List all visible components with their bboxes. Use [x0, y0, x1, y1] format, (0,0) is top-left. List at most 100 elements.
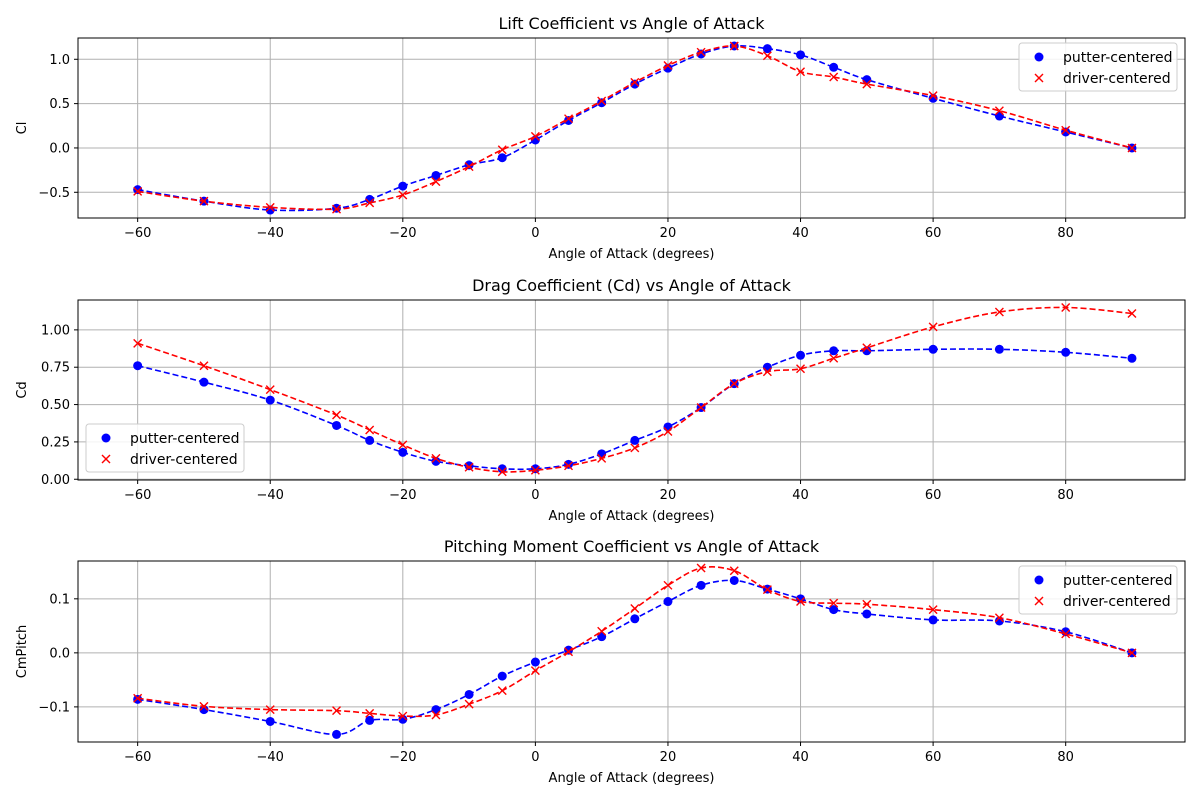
data-point: [398, 181, 408, 191]
chart-title: Pitching Moment Coefficient vs Angle of …: [444, 537, 820, 556]
data-point: [497, 145, 507, 155]
data-point: [663, 597, 673, 607]
chart-panel-3: −60 −40 −20 0 20 40 60 80 −0.1 0.0 0.1 Pitching Mom…: [15, 537, 1186, 786]
data-point: [497, 153, 507, 163]
data-point: [696, 563, 706, 573]
series-driver-centered: [133, 302, 1137, 477]
y-tick-label: 0.00: [41, 473, 70, 488]
data-point: [597, 626, 607, 636]
legend-label: driver-centered: [1063, 594, 1171, 610]
data-point: [729, 41, 739, 51]
data-point: [564, 647, 574, 657]
x-tick-label: 80: [1057, 750, 1074, 765]
legend-label: driver-centered: [130, 452, 238, 468]
data-point: [1127, 648, 1137, 658]
legend-marker: [1034, 575, 1044, 585]
x-tick-label: 40: [792, 488, 809, 503]
data-point: [729, 566, 739, 576]
data-point: [497, 464, 507, 474]
data-point: [862, 609, 872, 619]
data-point: [365, 715, 375, 725]
legend-marker: [101, 454, 111, 464]
legend: putter-centered driver-centered: [1018, 42, 1178, 92]
series-putter-centered: [133, 344, 1137, 474]
data-point: [928, 615, 938, 625]
y-axis-label: Cl: [15, 122, 30, 135]
x-tick-label: −60: [124, 488, 151, 503]
chart-title: Drag Coefficient (Cd) vs Angle of Attack: [472, 276, 792, 295]
data-point: [133, 361, 143, 371]
data-point: [1127, 353, 1137, 363]
y-tick-label: 1.0: [49, 53, 70, 68]
data-point: [365, 708, 375, 718]
data-point: [464, 461, 474, 471]
data-point: [762, 51, 772, 61]
data-point: [862, 599, 872, 609]
y-tick-label: 0.50: [41, 398, 70, 413]
data-point: [630, 79, 640, 89]
data-point: [564, 114, 574, 124]
x-tick-label: 20: [660, 226, 677, 241]
data-point: [796, 364, 806, 374]
chart-title: Lift Coefficient vs Angle of Attack: [498, 14, 765, 33]
data-point: [696, 47, 706, 57]
x-tick-label: 40: [792, 226, 809, 241]
data-point: [199, 361, 209, 371]
x-tick-label: −40: [257, 750, 284, 765]
data-point: [332, 410, 342, 420]
data-point: [133, 185, 143, 195]
series-line-driver-centered: [137, 45, 1133, 211]
data-point: [133, 694, 143, 704]
data-point: [630, 77, 640, 87]
data-point: [862, 343, 872, 353]
data-point: [464, 689, 474, 699]
data-point: [862, 79, 872, 89]
data-point: [464, 162, 474, 172]
data-point: [829, 72, 839, 82]
data-point: [332, 420, 342, 430]
y-axis-label: Cd: [15, 381, 30, 398]
data-point: [431, 710, 441, 720]
data-point: [829, 62, 839, 72]
data-point: [265, 202, 275, 212]
data-point: [530, 131, 540, 141]
x-tick-label: 60: [925, 750, 942, 765]
data-point: [696, 403, 706, 413]
data-point: [332, 706, 342, 716]
series-driver-centered: [133, 41, 1137, 214]
x-tick-label: 60: [925, 488, 942, 503]
data-point: [199, 701, 209, 711]
legend-box: [1018, 42, 1178, 92]
series-line-putter-centered: [137, 579, 1133, 736]
data-point: [497, 686, 507, 696]
data-point: [696, 49, 706, 59]
x-axis-label: Angle of Attack (degrees): [549, 247, 715, 262]
y-tick-label: 0.5: [49, 97, 70, 112]
x-tick-label: −20: [389, 226, 416, 241]
data-point: [398, 711, 408, 721]
data-point: [464, 699, 474, 709]
x-tick-label: −20: [389, 750, 416, 765]
data-point: [928, 605, 938, 615]
legend-box: [1018, 565, 1178, 615]
data-point: [796, 594, 806, 604]
data-point: [431, 177, 441, 187]
chart-panel-2: −60 −40 −20 0 20 40 60 80 0.00 0.25 0.50 0.75 1.00 Dr…: [15, 276, 1186, 524]
data-point: [365, 435, 375, 445]
x-tick-label: 0: [531, 226, 539, 241]
legend-label: putter-centered: [130, 431, 240, 447]
data-point: [133, 186, 143, 196]
x-tick-label: −60: [124, 750, 151, 765]
data-point: [530, 657, 540, 667]
data-point: [1061, 302, 1071, 312]
series-driver-centered: [133, 563, 1137, 721]
data-point: [1061, 347, 1071, 357]
data-point: [398, 190, 408, 200]
data-point: [530, 464, 540, 474]
y-tick-label: −0.5: [38, 186, 70, 201]
data-point: [762, 367, 772, 377]
series-putter-centered: [133, 575, 1137, 739]
data-point: [265, 705, 275, 715]
data-point: [630, 443, 640, 453]
chart-panel-1: −60 −40 −20 0 20 40 60 80 −0.5 0.0 0.5 1.0 Lift Coef…: [15, 14, 1186, 262]
